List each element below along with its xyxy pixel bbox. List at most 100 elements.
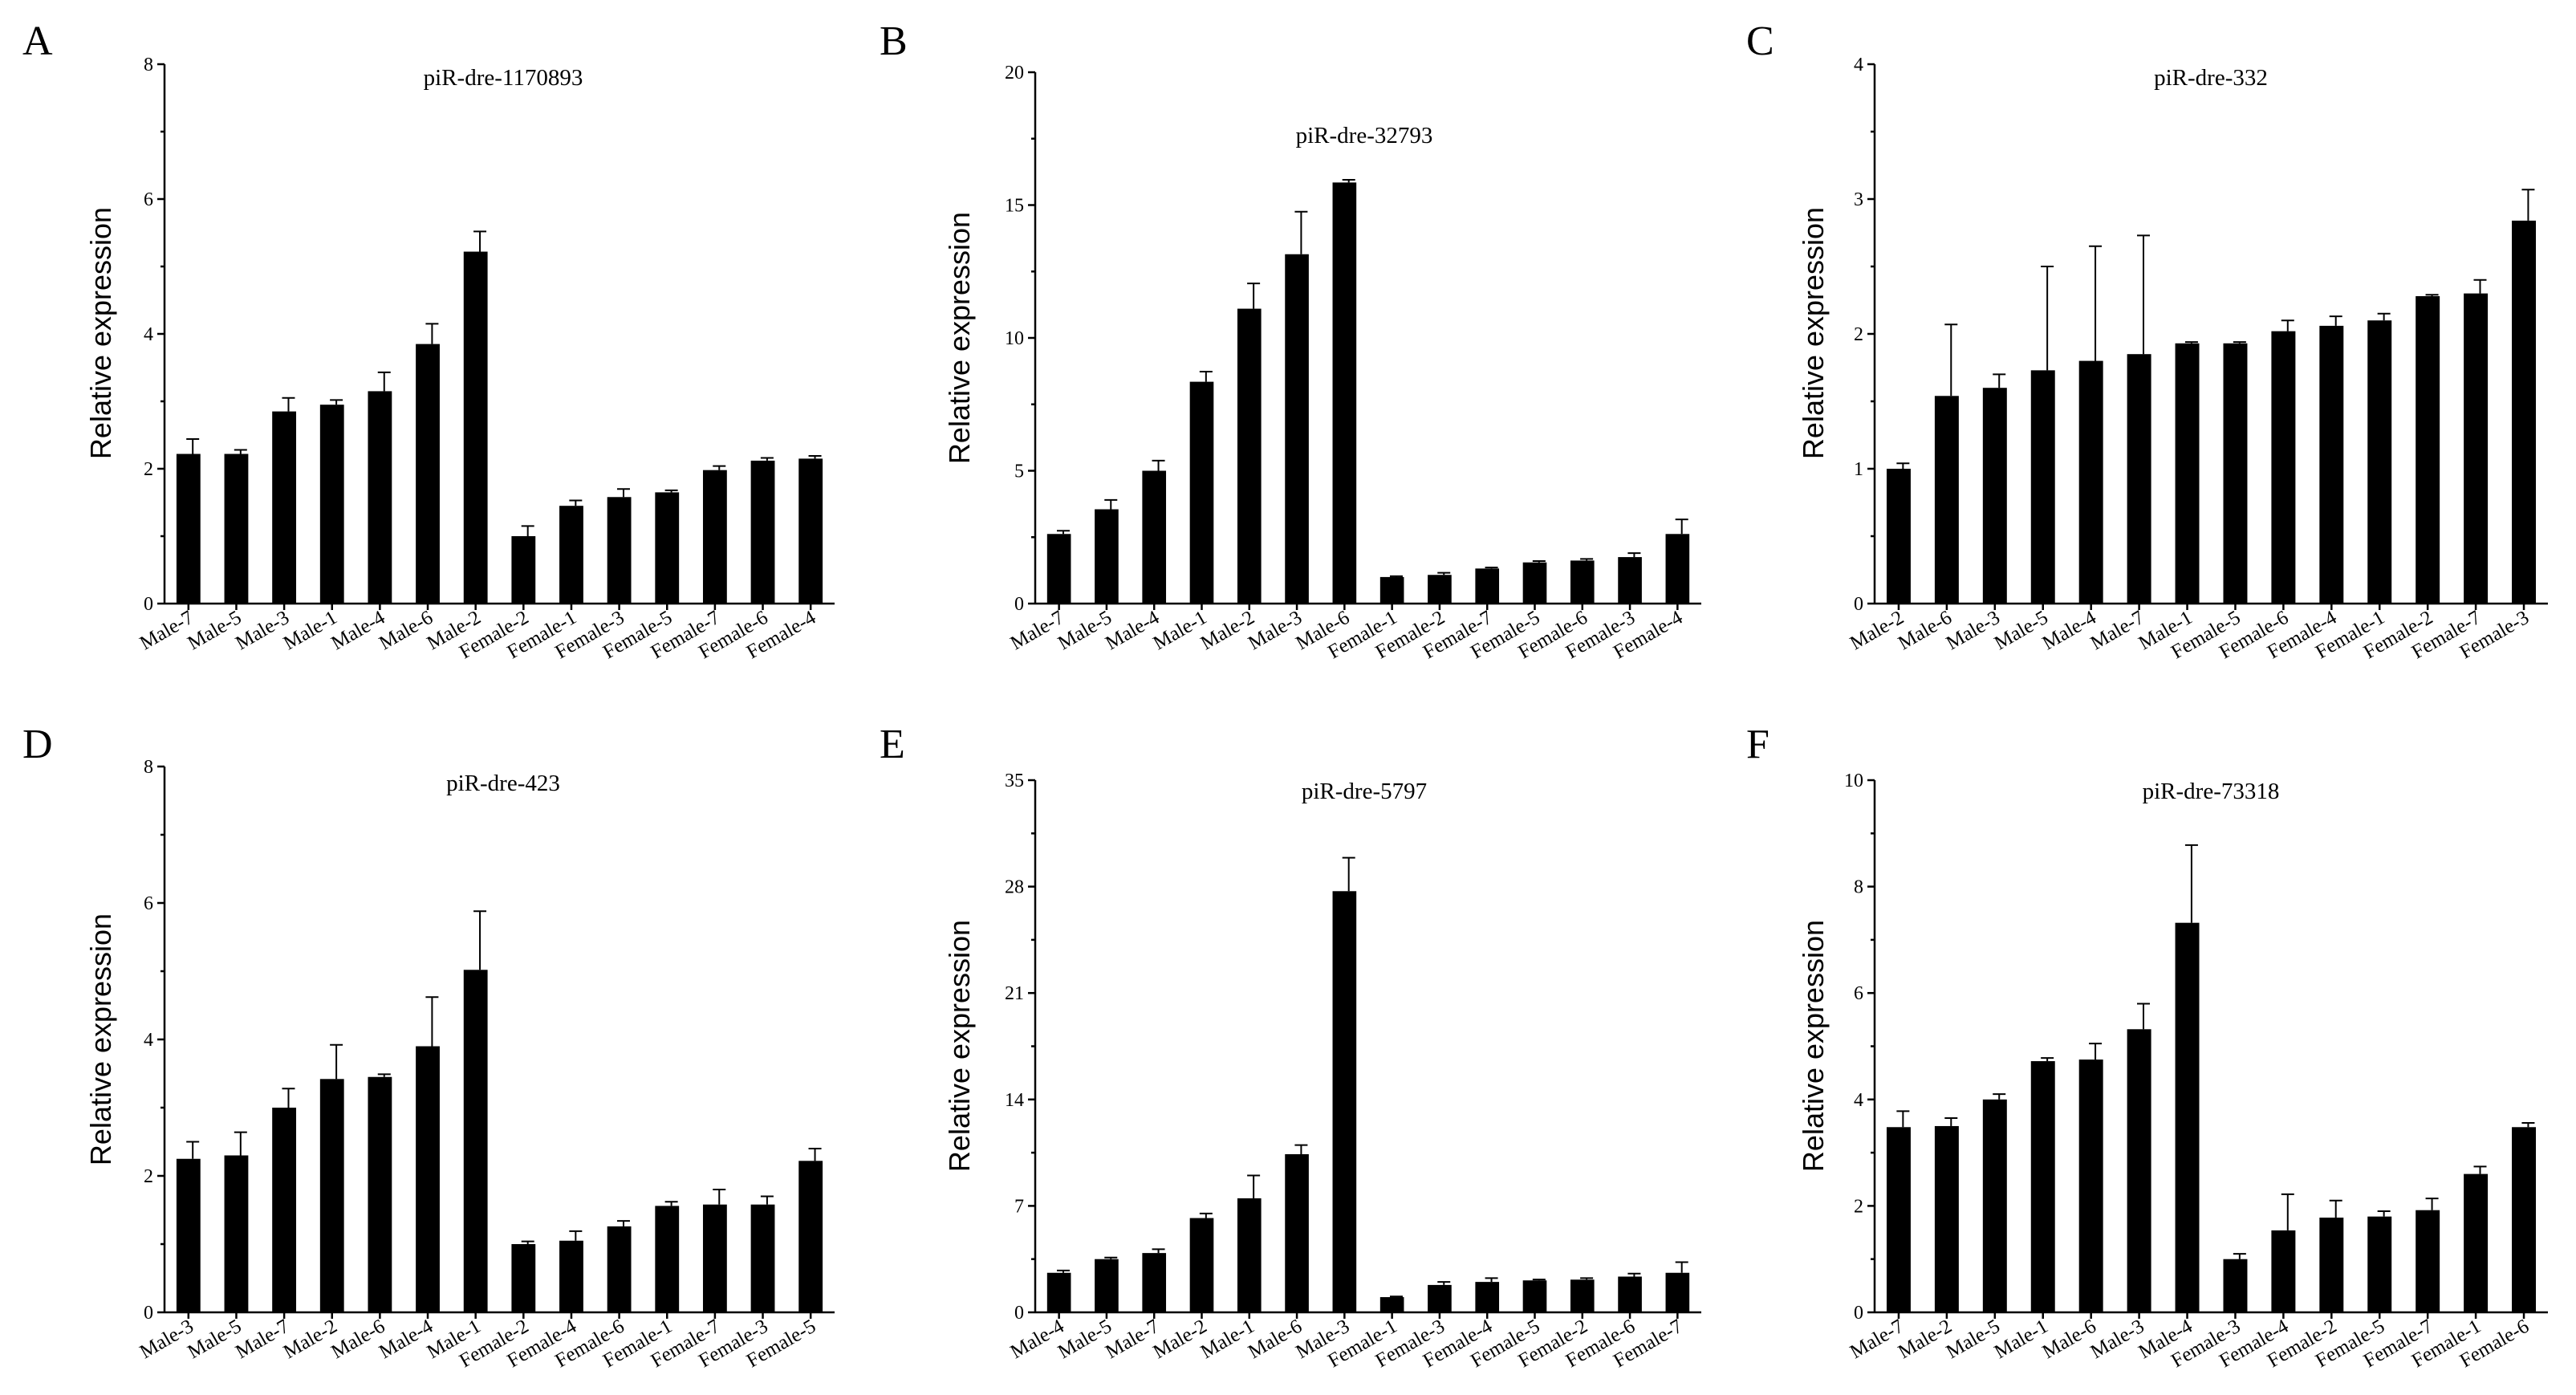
y-tick-label: 8 — [144, 757, 153, 778]
y-tick-label: 0 — [144, 594, 153, 615]
bar-female-6 — [750, 460, 775, 604]
bar-female-7 — [2416, 1210, 2440, 1312]
panel-label: C — [1746, 18, 1774, 64]
chart-title: piR-dre-332 — [2154, 65, 2268, 91]
y-tick-label: 4 — [144, 324, 153, 345]
bar-male-7 — [2127, 354, 2151, 604]
chart-title: piR-dre-5797 — [1302, 779, 1427, 804]
bar-male-7 — [1886, 1127, 1911, 1312]
bar-female-6 — [607, 1226, 632, 1312]
y-axis-label: Relative expression — [1797, 207, 1830, 459]
bar-male-1 — [463, 970, 488, 1312]
bar-male-1 — [1189, 381, 1214, 604]
y-tick-label: 10 — [1844, 771, 1863, 791]
bar-male-5 — [224, 1155, 249, 1312]
bar-female-1 — [2464, 1173, 2489, 1312]
bar-female-1 — [2367, 320, 2392, 604]
bar-female-6 — [1618, 1276, 1642, 1312]
bar-male-6 — [1332, 182, 1357, 604]
bar-male-7 — [272, 1108, 297, 1312]
x-tick-label: Male-4 — [1102, 607, 1163, 655]
x-tick-label: Male-3 — [232, 607, 293, 654]
x-tick-label: Male-4 — [327, 607, 388, 655]
bar-female-3 — [2223, 1259, 2248, 1312]
y-tick-label: 14 — [1005, 1090, 1024, 1111]
bar-male-4 — [1142, 470, 1167, 604]
bar-female-4 — [2319, 325, 2344, 604]
x-tick-label: Male-5 — [1991, 607, 2052, 654]
bar-male-2 — [463, 251, 488, 604]
chart-title: piR-dre-73318 — [2143, 779, 2280, 804]
x-tick-label: Male-4 — [2039, 607, 2100, 655]
x-tick-label: Male-6 — [1895, 607, 1956, 654]
y-tick-label: 0 — [1854, 594, 1863, 615]
y-tick-label: 0 — [144, 1303, 153, 1324]
bar-male-7 — [1142, 1253, 1167, 1312]
bar-female-5 — [1522, 1280, 1547, 1312]
x-tick-label: Male-5 — [1943, 1316, 2004, 1363]
x-tick-label: Male-2 — [1149, 1316, 1210, 1363]
bar-female-4 — [2271, 1230, 2296, 1312]
bar-male-6 — [416, 344, 440, 604]
bar-female-4 — [1475, 1282, 1500, 1312]
x-tick-label: Male-3 — [2087, 1316, 2148, 1363]
bar-male-6 — [1934, 396, 1959, 604]
x-tick-label: Male-7 — [1102, 1316, 1163, 1363]
bar-female-7 — [1475, 568, 1500, 604]
bar-female-2 — [2416, 295, 2440, 604]
x-tick-label: Male-4 — [376, 1316, 437, 1364]
bar-male-3 — [176, 1158, 201, 1312]
panel-label: D — [22, 722, 53, 767]
bar-female-1 — [1379, 576, 1404, 604]
bar-male-1 — [1237, 1198, 1262, 1312]
panel-label: B — [880, 18, 908, 64]
bar-female-5 — [2367, 1216, 2392, 1312]
x-tick-label: Male-6 — [327, 1316, 388, 1363]
bar-female-3 — [750, 1204, 775, 1312]
y-tick-label: 6 — [1854, 983, 1863, 1004]
bar-male-4 — [2175, 922, 2200, 1312]
bar-female-7 — [1665, 1272, 1690, 1312]
bar-male-7 — [1046, 534, 1071, 604]
y-tick-label: 4 — [1854, 1090, 1863, 1111]
x-tick-label: Male-3 — [1943, 607, 2004, 654]
y-tick-label: 10 — [1005, 328, 1024, 349]
y-tick-label: 15 — [1005, 196, 1024, 217]
panel-label: A — [22, 18, 53, 64]
y-tick-label: 21 — [1005, 983, 1024, 1004]
bar-male-2 — [1189, 1218, 1214, 1312]
panel-label: F — [1746, 722, 1769, 767]
y-tick-label: 2 — [1854, 1196, 1863, 1217]
y-tick-label: 0 — [1854, 1303, 1863, 1324]
x-tick-label: Male-2 — [1895, 1316, 1956, 1363]
bar-male-2 — [1237, 308, 1262, 604]
y-tick-label: 8 — [1854, 877, 1863, 898]
x-tick-label: Male-3 — [1245, 607, 1306, 654]
chart-title: piR-dre-1170893 — [424, 65, 583, 91]
bar-female-2 — [1570, 1279, 1595, 1312]
bar-female-7 — [702, 1204, 727, 1312]
y-tick-label: 28 — [1005, 877, 1024, 898]
bar-female-5 — [655, 492, 680, 604]
y-tick-label: 7 — [1014, 1196, 1024, 1217]
x-tick-label: Male-6 — [2039, 1316, 2100, 1363]
bar-male-3 — [1982, 388, 2007, 604]
bar-female-1 — [559, 506, 583, 604]
bar-female-3 — [607, 497, 632, 604]
bar-male-4 — [416, 1046, 440, 1312]
bar-female-2 — [1428, 575, 1452, 604]
y-tick-label: 4 — [144, 1030, 153, 1051]
bar-male-3 — [272, 411, 297, 604]
x-tick-label: Male-1 — [1149, 607, 1210, 654]
x-tick-label: Male-1 — [280, 607, 341, 654]
y-tick-label: 8 — [144, 55, 153, 75]
y-axis-label: Relative expression — [1797, 920, 1830, 1172]
y-tick-label: 3 — [1854, 189, 1863, 210]
bar-male-1 — [2175, 343, 2200, 604]
bar-female-6 — [2271, 331, 2296, 604]
